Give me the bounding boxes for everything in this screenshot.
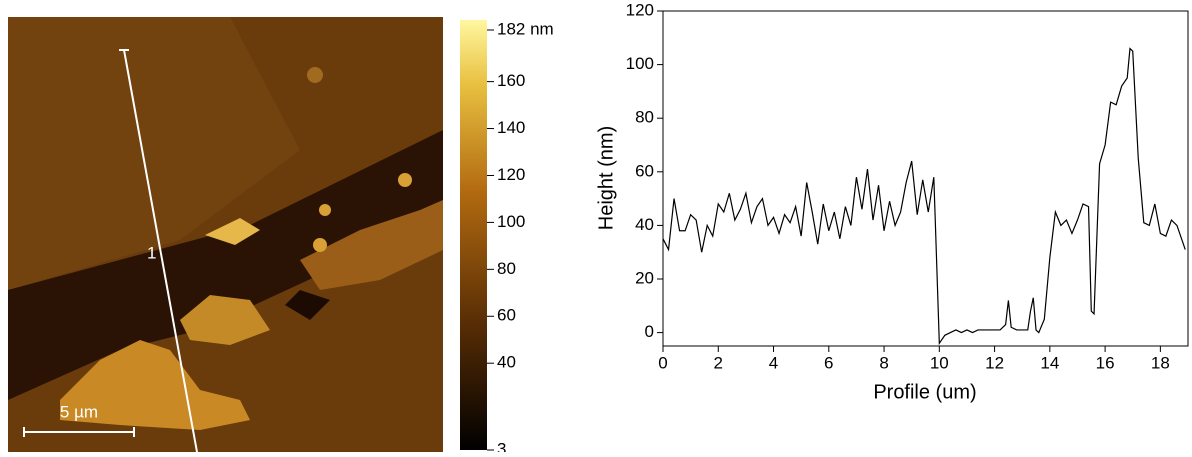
x-tick-label: 4: [769, 353, 778, 372]
colorbar-tick-label: 80: [497, 259, 516, 278]
profile-line: [123, 49, 198, 453]
y-tick-label: 60: [635, 161, 654, 180]
afm-blob: [205, 218, 260, 245]
afm-spot: [285, 290, 330, 320]
colorbar-tick-label: 60: [497, 306, 516, 325]
y-axis-label: Height (nm): [595, 126, 617, 230]
y-tick-label: 80: [635, 108, 654, 127]
x-tick-label: 8: [879, 353, 888, 372]
plot-frame: [662, 10, 1189, 347]
afm-gap: [8, 130, 443, 400]
x-tick-label: 10: [930, 353, 949, 372]
afm-image: 1 5 µm: [8, 17, 443, 453]
afm-region: [8, 17, 300, 290]
x-tick-label: 16: [1096, 353, 1115, 372]
colorbar-tick-label: 140: [497, 118, 525, 137]
afm-blob: [300, 200, 443, 290]
y-tick-label: 40: [635, 215, 654, 234]
afm-blob: [60, 340, 250, 430]
colorbar-tick-label: 100: [497, 212, 525, 231]
profile-chart: Profile (um) Height (nm) 020406080100120…: [595, 0, 1189, 403]
y-tick-label: 100: [626, 54, 654, 73]
x-tick-label: 12: [985, 353, 1004, 372]
colorbar: [460, 20, 487, 450]
x-tick-label: 6: [824, 353, 833, 372]
afm-spot: [398, 173, 412, 187]
colorbar-tick-label: 40: [497, 353, 516, 372]
x-tick-label: 18: [1151, 353, 1170, 372]
colorbar-tick-label: 120: [497, 165, 525, 184]
afm-spot: [319, 204, 331, 216]
colorbar-tick-label: 182 nm: [497, 19, 554, 38]
x-tick-label: 0: [658, 353, 667, 372]
x-tick-label: 14: [1040, 353, 1059, 372]
afm-spot: [307, 67, 323, 83]
afm-blob: [180, 295, 270, 345]
colorbar-tick-label: 160: [497, 71, 525, 90]
x-axis-label: Profile (um): [873, 381, 976, 403]
colorbar-axis: 182 nm 160 140 120 100 80 60 40 3: [487, 19, 554, 457]
x-tick-label: 2: [714, 353, 723, 372]
profile-label: 1: [147, 243, 156, 262]
afm-spot: [313, 238, 327, 252]
y-tick-label: 0: [645, 322, 654, 341]
y-tick-label: 120: [626, 0, 654, 19]
scale-bar-label: 5 µm: [60, 402, 98, 421]
colorbar-tick-label: 3: [497, 439, 506, 452]
y-tick-label: 20: [635, 268, 654, 287]
profile-line: [662, 47, 1186, 346]
